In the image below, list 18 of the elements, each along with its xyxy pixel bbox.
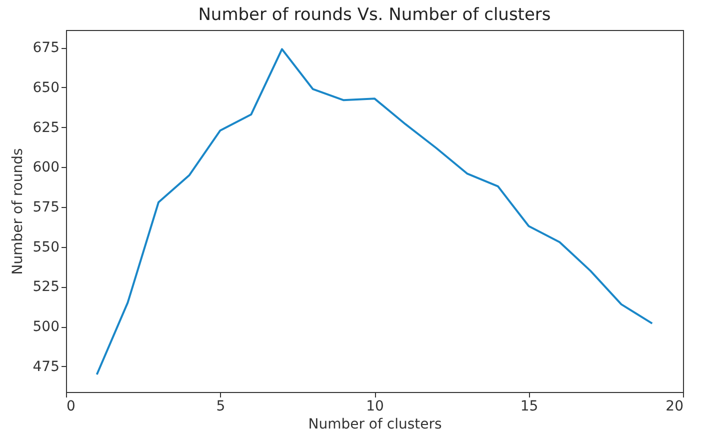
y-axis-title: Number of rounds	[10, 148, 26, 275]
y-tick-label: 475	[32, 358, 60, 375]
line-series	[96, 48, 654, 376]
y-tick-label: 625	[32, 120, 60, 136]
x-tick-label: 0	[66, 398, 76, 414]
x-tick-label: 10	[366, 398, 384, 414]
y-tick-label: 550	[32, 239, 60, 256]
x-tick-label: 5	[216, 398, 226, 414]
y-tick-label: 650	[32, 80, 60, 96]
y-tick-label: 500	[32, 319, 60, 336]
y-tick-label: 675	[32, 40, 60, 56]
y-tick-label: 600	[32, 160, 60, 176]
y-tick-label: 525	[32, 279, 60, 296]
x-axis-title: Number of clusters	[308, 416, 442, 432]
x-tick-label: 20	[666, 398, 684, 414]
y-tick-label: 575	[32, 200, 60, 216]
chart-title: Number of rounds Vs. Number of clusters	[198, 5, 551, 25]
x-tick-label: 15	[520, 398, 538, 414]
